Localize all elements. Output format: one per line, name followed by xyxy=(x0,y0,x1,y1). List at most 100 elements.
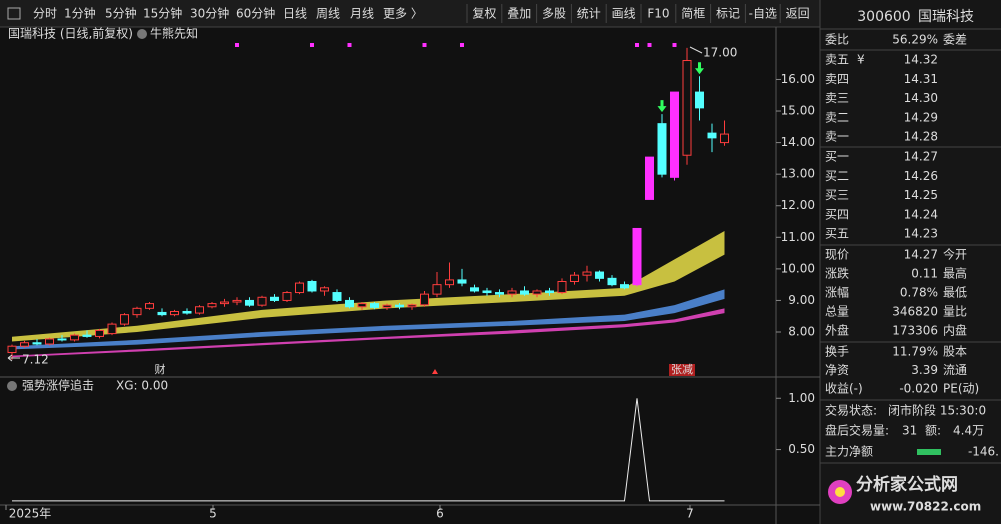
period-button[interactable]: 日线 xyxy=(283,7,307,21)
y-tick-label: 12.00 xyxy=(781,198,815,212)
y-tick-label: 16.00 xyxy=(781,72,815,86)
period-button[interactable]: 更多 〉 xyxy=(383,7,423,21)
tool-button[interactable]: 返回 xyxy=(786,7,810,21)
stat-label: 流通 xyxy=(943,363,967,377)
candle-body xyxy=(95,329,104,337)
candle-body xyxy=(207,303,217,308)
period-button[interactable]: 5分钟 xyxy=(105,6,137,21)
candle-body xyxy=(332,292,342,301)
ask-label: 卖五 xyxy=(825,53,849,67)
tool-button[interactable]: -自选 xyxy=(749,7,777,21)
logo-title: 分析家公式网 xyxy=(856,474,958,495)
stat-label: PE(动) xyxy=(943,382,979,396)
after-label: 盘后交易量: xyxy=(825,423,889,438)
period-button[interactable]: 分时 xyxy=(33,7,57,21)
candle-body xyxy=(557,281,567,294)
month-label: 5 xyxy=(209,507,217,521)
indicator-title: 强势涨停追击 xyxy=(22,378,94,393)
period-button[interactable]: 周线 xyxy=(316,7,340,21)
bid-label: 买三 xyxy=(825,188,849,202)
bid-price: 14.24 xyxy=(904,207,938,221)
y-tick-label: 9.00 xyxy=(788,293,815,307)
y-tick-label: 11.00 xyxy=(781,230,815,244)
bid-label: 买四 xyxy=(825,207,849,221)
indicator-name: 牛熊先知 xyxy=(150,26,198,41)
after-value: 31 xyxy=(902,424,917,438)
candle-body xyxy=(695,91,704,109)
tool-button[interactable]: 多股 xyxy=(542,7,566,21)
candle-body xyxy=(607,277,617,286)
ask-price: 14.29 xyxy=(904,110,938,124)
candle-body xyxy=(357,303,367,308)
candle-body xyxy=(82,334,92,337)
tool-button[interactable]: 复权 xyxy=(472,7,496,21)
tool-button[interactable]: 统计 xyxy=(577,7,601,21)
candle-body xyxy=(145,303,154,309)
stat-label: 最高 xyxy=(943,266,967,281)
buy-arrow xyxy=(695,62,704,75)
month-label: 2025年 xyxy=(9,507,52,521)
tool-button[interactable]: 简框 xyxy=(681,7,705,21)
high-pointer xyxy=(689,46,703,54)
logo-flower-center xyxy=(835,487,845,497)
candle-body xyxy=(482,290,492,294)
buy-arrow xyxy=(657,100,667,113)
bid-price: 14.25 xyxy=(904,188,938,202)
tool-button[interactable]: F10 xyxy=(647,7,669,21)
stat-value: 3.39 xyxy=(911,363,938,377)
signal-marker xyxy=(635,43,639,47)
stat-value: 173306 xyxy=(892,324,938,338)
tool-button[interactable]: 画线 xyxy=(612,7,636,21)
candle-body xyxy=(20,342,29,347)
ma-band xyxy=(12,308,725,358)
after-label: 额: xyxy=(925,424,941,438)
candle-body xyxy=(632,227,642,286)
candle-body xyxy=(45,338,54,345)
after-value: 4.4万 xyxy=(953,424,984,438)
period-button[interactable]: 1分钟 xyxy=(64,6,96,21)
stat-label: 最低 xyxy=(943,286,967,300)
candle-body xyxy=(670,91,679,178)
candle-body xyxy=(32,342,42,345)
candle-body xyxy=(382,304,392,308)
candle-body xyxy=(257,296,267,306)
candle-body xyxy=(595,271,604,279)
row-label: 委差 xyxy=(943,33,967,47)
candle-body xyxy=(507,290,517,295)
period-button[interactable]: 15分钟 xyxy=(143,6,182,21)
stat-label: 量比 xyxy=(943,305,967,319)
ask-price: 14.32 xyxy=(904,53,938,67)
candle-body xyxy=(320,287,329,292)
candle-body xyxy=(645,156,654,200)
ask-label: 卖四 xyxy=(825,72,849,86)
main-net-bar xyxy=(917,449,941,455)
ask-icon: ¥ xyxy=(857,53,865,67)
y-tick-label: 8.00 xyxy=(788,325,815,339)
toolbar-icon[interactable] xyxy=(7,7,21,20)
candle-body xyxy=(295,282,304,294)
period-button[interactable]: 30分钟 xyxy=(190,6,229,21)
ask-label: 卖三 xyxy=(825,91,849,105)
candle-body xyxy=(270,296,279,301)
tool-button[interactable]: 标记 xyxy=(716,7,740,21)
ask-price: 14.31 xyxy=(904,72,938,86)
candle-body xyxy=(445,279,454,286)
event-tag: 张减 xyxy=(671,363,693,376)
indicator-readout: XG: 0.00 xyxy=(116,379,168,393)
signal-marker xyxy=(235,43,239,47)
row-label: 委比 xyxy=(825,33,849,47)
logo-url: www.70822.com xyxy=(870,500,981,514)
signal-marker xyxy=(422,43,427,47)
period-button[interactable]: 60分钟 xyxy=(236,6,275,21)
period-button[interactable]: 月线 xyxy=(350,7,374,21)
bid-label: 买一 xyxy=(825,150,849,164)
candle-body xyxy=(245,299,254,306)
quote-panel xyxy=(820,0,1001,524)
tool-button[interactable]: 叠加 xyxy=(507,7,531,21)
candle-body xyxy=(157,311,167,316)
stat-label: 现价 xyxy=(825,248,849,262)
candle-body xyxy=(232,299,242,303)
low-label: 7.12 xyxy=(22,353,49,367)
candle-body xyxy=(532,290,542,295)
stat-value: 0.11 xyxy=(911,267,938,281)
